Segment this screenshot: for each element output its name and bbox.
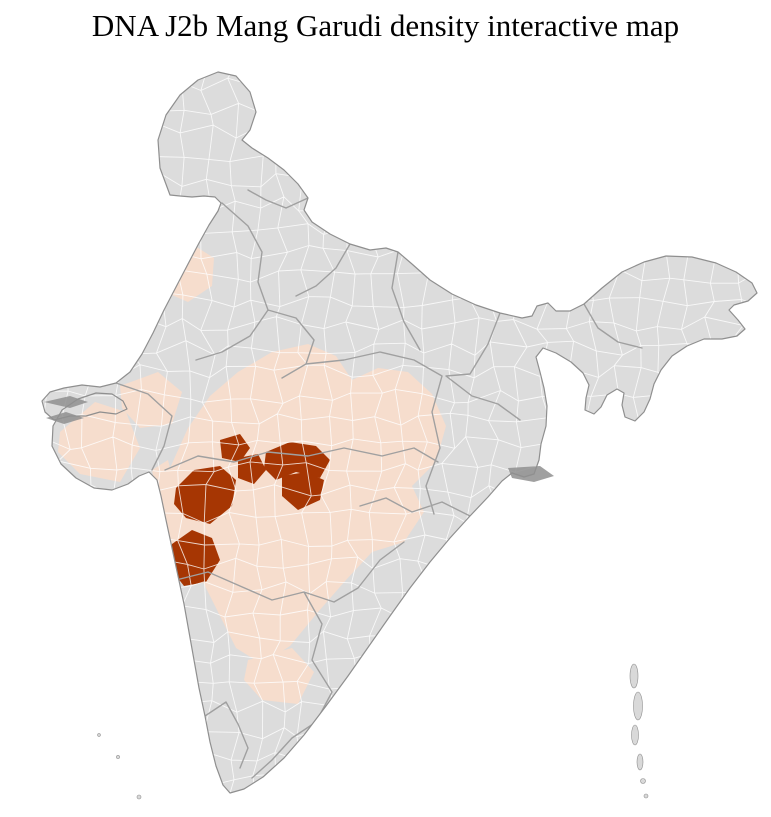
sundarbans-patch bbox=[508, 466, 554, 482]
high-density-district[interactable] bbox=[282, 472, 324, 510]
high-density-district[interactable] bbox=[238, 454, 266, 484]
low-density-region[interactable] bbox=[120, 372, 182, 428]
high-density-district[interactable] bbox=[174, 466, 236, 524]
high-density-district[interactable] bbox=[220, 434, 250, 462]
state-boundaries bbox=[115, 189, 643, 779]
page-title: DNA J2b Mang Garudi density interactive … bbox=[91, 8, 680, 43]
low-density-region[interactable] bbox=[244, 648, 314, 704]
andaman-nicobar-islands[interactable] bbox=[629, 663, 649, 799]
lakshadweep-islands[interactable] bbox=[97, 733, 142, 800]
low-density-region[interactable] bbox=[152, 460, 186, 556]
